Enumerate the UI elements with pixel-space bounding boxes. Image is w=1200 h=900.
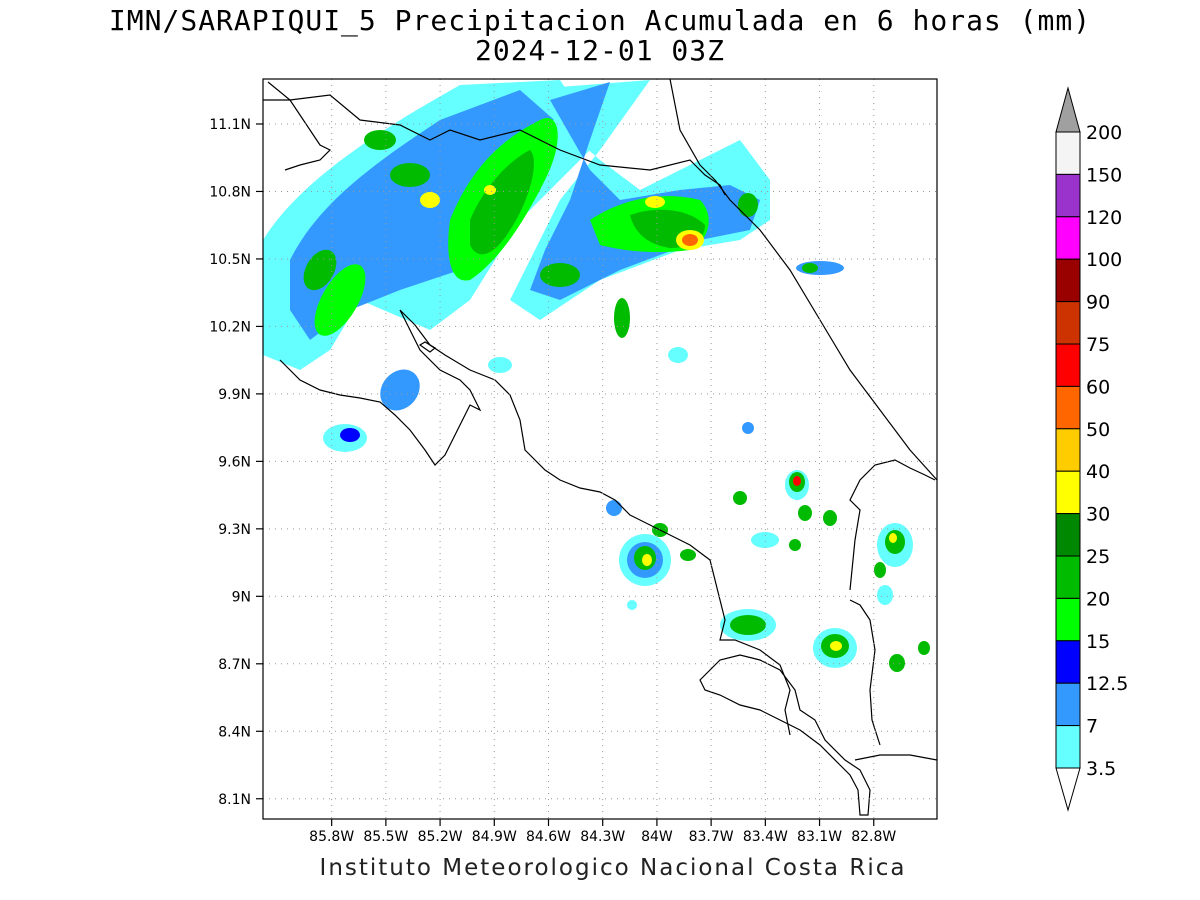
map-frame xyxy=(262,78,938,820)
legend-label: 15 xyxy=(1086,631,1110,653)
lat-tick-label: 8.7N xyxy=(218,657,251,673)
lat-tick-label: 8.4N xyxy=(218,724,251,740)
legend-label: 30 xyxy=(1086,504,1110,526)
lon-tick-label: 83.1W xyxy=(797,829,842,845)
lon-tick-label: 84.6W xyxy=(526,829,571,845)
legend-label: 20 xyxy=(1086,588,1110,610)
lon-tick-label: 85.5W xyxy=(363,829,408,845)
legend-label: 40 xyxy=(1086,461,1110,483)
legend-color-box xyxy=(1055,725,1081,769)
lon-tick-label: 85.8W xyxy=(309,829,354,845)
legend-label: 75 xyxy=(1086,334,1110,356)
lon-tick-label: 85.2W xyxy=(418,829,463,845)
map-title: IMN/SARAPIQUI_5 Precipitacion Acumulada … xyxy=(108,4,1092,37)
axis-ticks: 85.8W 85.5W 85.2W 84.9W 84.6W 84.3W 84W 83.7W 83… xyxy=(209,117,896,845)
legend-color-box xyxy=(1055,597,1081,642)
lon-tick-label: 82.8W xyxy=(851,829,896,845)
map-datetime: 2024-12-01 03Z xyxy=(474,34,725,67)
map-grid xyxy=(263,79,937,819)
legend-lower-arrow xyxy=(1055,767,1081,812)
lon-tick-label: 83.4W xyxy=(743,829,788,845)
lat-tick-label: 10.2N xyxy=(209,319,251,335)
precipitation-field xyxy=(263,80,930,672)
legend-color-box xyxy=(1055,640,1081,684)
legend-label: 25 xyxy=(1086,546,1110,568)
lat-tick-label: 9.9N xyxy=(218,387,251,403)
lon-tick-label: 84.9W xyxy=(472,829,517,845)
lon-tick-label: 83.7W xyxy=(689,829,734,845)
legend-color-box xyxy=(1055,131,1081,175)
legend-color-box xyxy=(1055,301,1081,345)
legend-color-box xyxy=(1055,428,1081,472)
lat-tick-label: 11.1N xyxy=(209,117,251,133)
coastlines xyxy=(263,79,937,816)
legend-label: 150 xyxy=(1086,164,1122,186)
legend-color-box xyxy=(1055,555,1081,599)
lat-tick-label: 10.8N xyxy=(209,184,251,200)
color-legend: 200 150 120 100 90 75 60 50 40 30 25 20 15 12.5 7 3.5 xyxy=(1055,86,1128,812)
legend-upper-arrow xyxy=(1055,86,1081,133)
legend-color-box xyxy=(1055,173,1081,218)
legend-label: 7 xyxy=(1086,716,1098,738)
legend-color-box xyxy=(1055,385,1081,430)
legend-color-box xyxy=(1055,470,1081,515)
lat-tick-label: 9.6N xyxy=(218,454,251,470)
lat-tick-label: 9N xyxy=(232,589,251,605)
legend-label: 50 xyxy=(1086,419,1110,441)
legend-color-box xyxy=(1055,216,1081,260)
legend-color-box xyxy=(1055,513,1081,557)
legend-color-box xyxy=(1055,258,1081,303)
legend-label: 100 xyxy=(1086,249,1122,271)
lon-tick-label: 84W xyxy=(641,829,673,845)
lon-tick-label: 84.3W xyxy=(580,829,625,845)
legend-label: 200 xyxy=(1086,122,1122,144)
legend-label: 90 xyxy=(1086,292,1110,314)
legend-label: 3.5 xyxy=(1086,758,1116,780)
legend-label: 120 xyxy=(1086,207,1122,229)
lat-tick-label: 8.1N xyxy=(218,792,251,808)
legend-color-box xyxy=(1055,343,1081,387)
credit-text: Instituto Meteorologico Nacional Costa R… xyxy=(319,855,907,881)
lat-tick-label: 10.5N xyxy=(209,252,251,268)
lat-tick-label: 9.3N xyxy=(218,522,251,538)
legend-label: 12.5 xyxy=(1086,673,1128,695)
legend-color-box xyxy=(1055,682,1081,727)
legend-label: 60 xyxy=(1086,376,1110,398)
